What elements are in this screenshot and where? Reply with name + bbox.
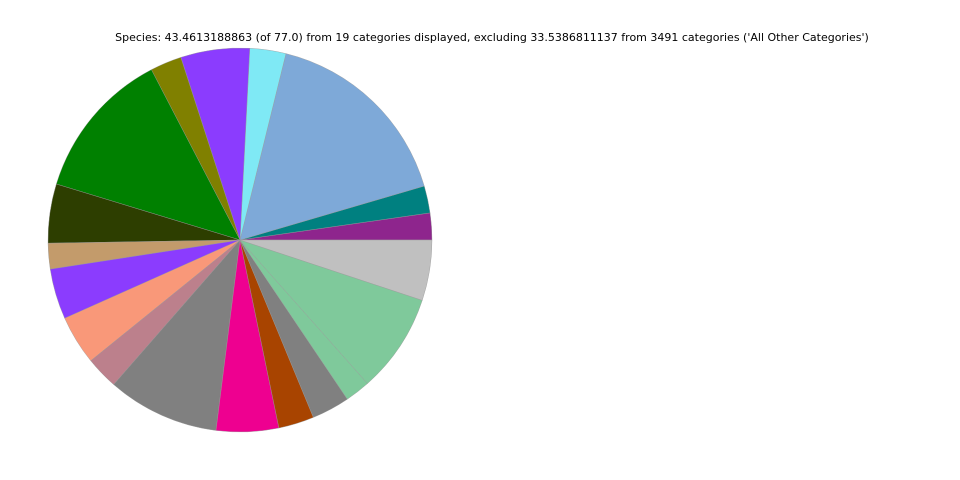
pie-slice xyxy=(56,69,241,241)
pie-slice xyxy=(113,239,241,431)
pie-slice xyxy=(239,239,423,384)
pie-slice xyxy=(239,239,433,301)
chart-title: Species: 43.4613188863 (of 77.0) from 19… xyxy=(115,31,869,44)
pie-slice xyxy=(239,53,425,241)
